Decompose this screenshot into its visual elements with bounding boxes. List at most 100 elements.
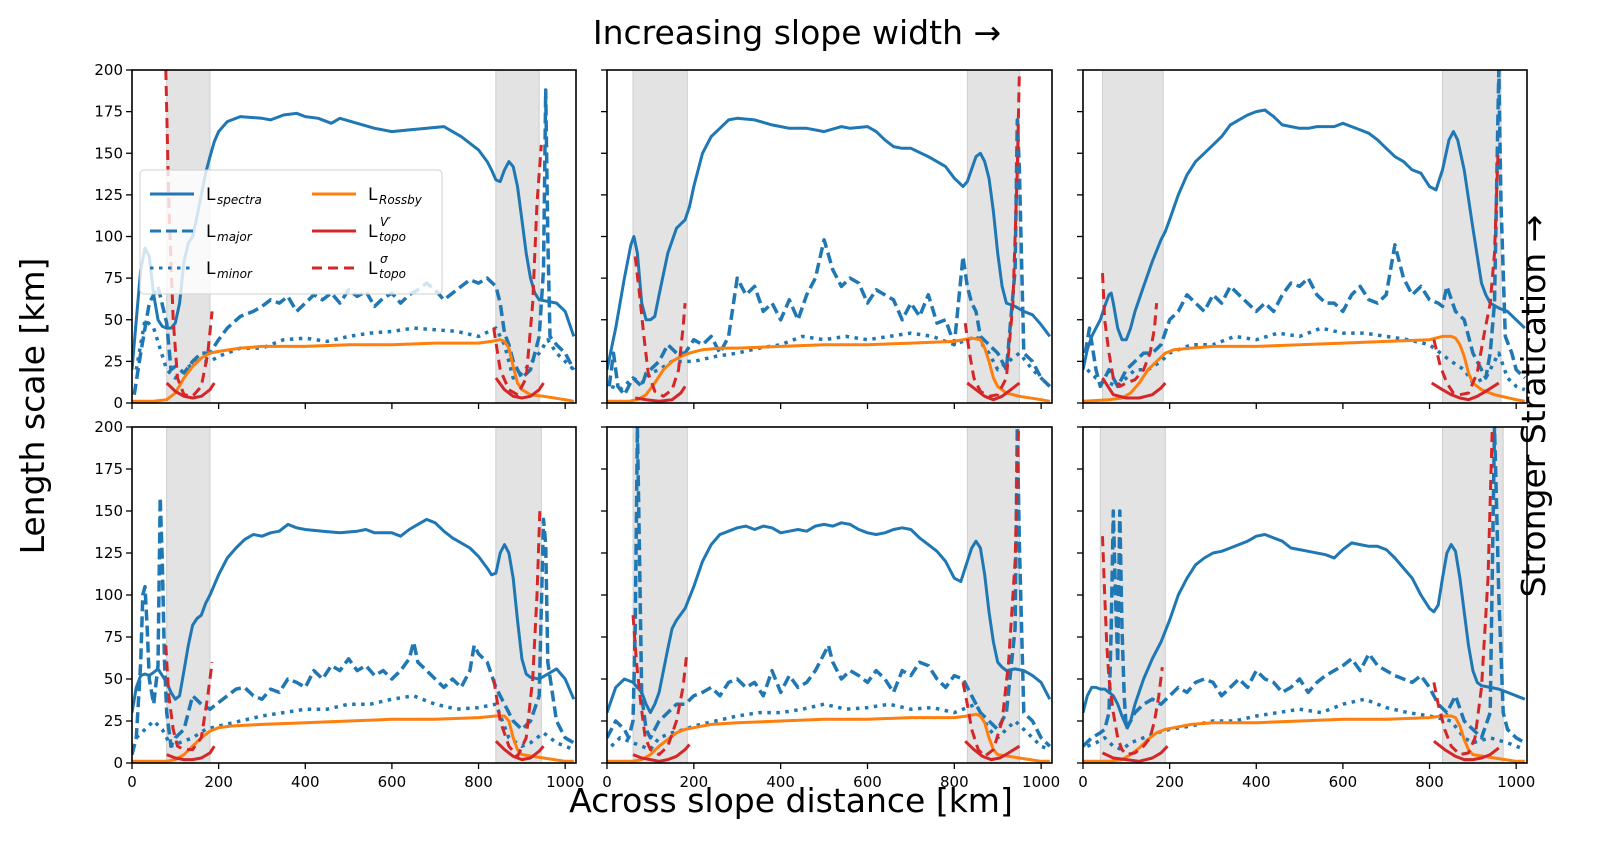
y-tick-label: 75 xyxy=(104,269,123,287)
panel-r0-c1 xyxy=(601,69,1053,409)
series-line-topo-v xyxy=(964,740,1021,762)
y-tick-label: 175 xyxy=(94,460,123,478)
series-line-topo-sigma xyxy=(492,144,543,397)
series-line-topo-v xyxy=(966,381,1021,402)
plot-area xyxy=(132,70,576,403)
y-tick-label: 25 xyxy=(104,712,123,730)
x-tick-label: 1000 xyxy=(1022,773,1060,791)
legend-label: L xyxy=(206,259,216,279)
legend-label: L xyxy=(206,185,216,205)
plot-area xyxy=(132,495,576,763)
x-tick-label: 200 xyxy=(204,773,233,791)
series-line-minor xyxy=(1086,326,1526,392)
y-tick-label: 125 xyxy=(94,544,123,562)
legend-box xyxy=(139,169,443,295)
legend-label: L xyxy=(368,185,378,205)
x-axis-label: Across slope distance [km] xyxy=(569,781,1013,820)
y-tick-label: 150 xyxy=(94,144,123,162)
x-tick-label: 0 xyxy=(127,773,137,791)
series-line-topo-v xyxy=(1101,377,1167,400)
series-line-topo-v xyxy=(166,745,216,762)
series-line-topo-sigma xyxy=(963,70,1021,398)
series-line-minor xyxy=(610,702,1051,752)
series-line-topo-v xyxy=(165,381,216,400)
series-line-spectra xyxy=(132,517,576,713)
series-line-topo-v xyxy=(1430,381,1500,402)
series-line-topo-sigma xyxy=(961,427,1021,758)
legend-superscript: V′ xyxy=(380,215,391,229)
series-line-major xyxy=(607,118,1052,397)
slope-shaded-region xyxy=(495,69,540,404)
series-line-major xyxy=(132,88,576,395)
right-title: Stronger Stratication → xyxy=(1514,215,1553,598)
y-tick-label: 0 xyxy=(113,754,123,772)
series-line-rossby xyxy=(607,712,1050,763)
plot-area xyxy=(607,427,1052,763)
x-tick-label: 400 xyxy=(766,773,795,791)
series-line-topo-sigma xyxy=(631,615,688,757)
y-tick-label: 0 xyxy=(113,394,123,412)
legend-subscript: topo xyxy=(379,230,406,244)
series-line-topo-sigma xyxy=(1432,153,1500,397)
y-tick-label: 25 xyxy=(104,352,123,370)
panel-r0-c2 xyxy=(1077,69,1528,409)
plot-area xyxy=(1083,70,1527,403)
series-line-topo-sigma xyxy=(164,645,214,752)
slope-shaded-region xyxy=(166,426,211,764)
plot-area xyxy=(1083,427,1526,763)
x-tick-label: 800 xyxy=(464,773,493,791)
legend-subscript: minor xyxy=(217,267,253,281)
x-tick-label: 800 xyxy=(1415,773,1444,791)
slope-shaded-region xyxy=(632,69,688,404)
legend-subscript: Rossby xyxy=(379,193,423,207)
series-line-topo-sigma xyxy=(1432,427,1494,757)
y-tick-label: 50 xyxy=(104,670,123,688)
panel-r1-c1: 0 200 400 600 800 1000 xyxy=(601,426,1060,791)
series-line-topo-v xyxy=(632,743,691,763)
x-tick-label: 1000 xyxy=(1497,773,1535,791)
series-line-topo-v xyxy=(1101,745,1169,763)
y-tick-label: 125 xyxy=(94,186,123,204)
series-line-minor xyxy=(610,331,1052,392)
series-line-topo-sigma xyxy=(1101,536,1164,757)
y-tick-label: 50 xyxy=(104,311,123,329)
y-axis-label: Length scale [km] xyxy=(13,258,52,555)
series-line-rossby xyxy=(1083,334,1526,403)
slope-shaded-region xyxy=(1101,69,1164,404)
series-line-spectra xyxy=(607,521,1052,715)
top-title: Increasing slope width → xyxy=(593,13,1001,52)
x-tick-label: 400 xyxy=(291,773,320,791)
plot-area xyxy=(607,70,1052,403)
series-line-topo-v xyxy=(1432,740,1500,762)
series-line-spectra xyxy=(1083,108,1526,371)
x-tick-label: 0 xyxy=(602,773,612,791)
series-line-major xyxy=(132,495,575,756)
x-tick-label: 1000 xyxy=(546,773,584,791)
series-line-topo-v xyxy=(494,740,545,762)
panel-r1-c2: 0 200 400 600 800 1000 xyxy=(1077,426,1535,791)
x-tick-label: 800 xyxy=(940,773,969,791)
y-tick-label: 200 xyxy=(94,418,123,436)
legend-subscript: spectra xyxy=(217,193,262,207)
y-tick-label: 150 xyxy=(94,502,123,520)
legend-item-rossby: L Rossby xyxy=(312,185,423,207)
legend-label: L xyxy=(368,259,378,279)
series-line-spectra xyxy=(132,111,576,370)
panel-r1-c0: 0 200 400 600 800 1000 0 25 50 75 100 125 150 175 200 xyxy=(94,418,584,791)
series-line-topo-v xyxy=(634,385,687,403)
y-tick-label: 75 xyxy=(104,628,123,646)
series-line-minor xyxy=(1086,697,1526,752)
legend-superscript: σ xyxy=(380,252,388,266)
series-line-major xyxy=(1083,427,1526,748)
series-line-major xyxy=(607,427,1052,748)
series-line-topo-v xyxy=(494,377,545,400)
legend-label: L xyxy=(206,222,216,242)
legend-label: L xyxy=(368,222,378,242)
legend-subscript: major xyxy=(217,230,253,244)
